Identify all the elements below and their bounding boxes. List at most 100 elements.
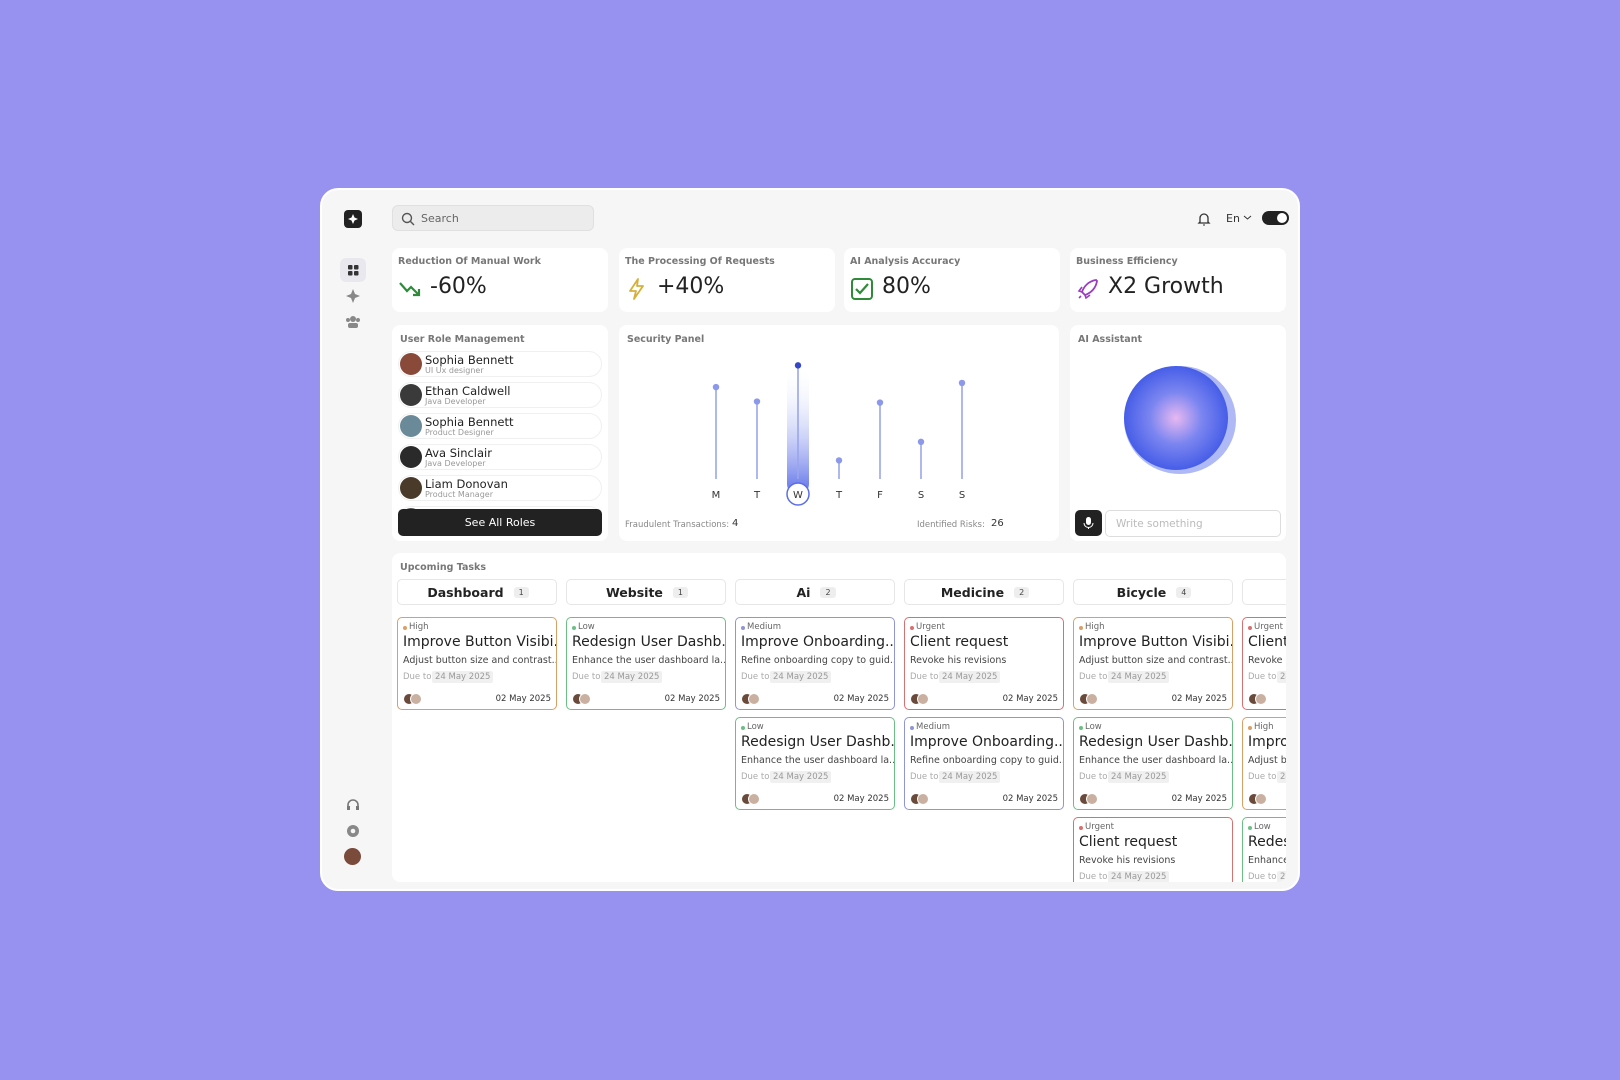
user-role: Java Developer <box>425 459 486 468</box>
task-card[interactable]: Medium Improve Onboarding... Refine onboar… <box>904 717 1064 810</box>
task-card[interactable]: Low Redesign User Dashb... Enhance the use… <box>566 617 726 710</box>
notifications[interactable] <box>1196 211 1212 227</box>
task-card[interactable]: Urgent Client request Revoke his revisions… <box>904 617 1064 710</box>
column-count: 1 <box>672 587 689 598</box>
user-avatar <box>400 446 422 468</box>
column-header: Website 1 <box>566 579 726 605</box>
column-name: Dashboard 1 <box>398 585 558 600</box>
task-title: Redesign User Dashb... <box>741 734 895 750</box>
stat-icon <box>850 277 874 305</box>
due-date: 24 <box>1277 871 1286 882</box>
column-header: P <box>1242 579 1286 605</box>
user-row[interactable]: Sophia Bennett UI Ux designer <box>398 351 602 377</box>
task-description: Revoke his revisions <box>1079 855 1176 866</box>
task-card[interactable]: Urgent Client request Revoke his revisions… <box>1073 817 1233 882</box>
user-name: Liam Donovan <box>425 477 508 491</box>
stat-icon <box>1076 277 1100 305</box>
language-select[interactable]: En <box>1226 212 1240 225</box>
due-date: 24 May 2025 <box>1108 871 1170 882</box>
due-label: Due to <box>1248 672 1277 682</box>
priority: Urgent <box>916 622 945 632</box>
nav-dashboard[interactable] <box>340 258 366 282</box>
user-row[interactable]: Ava Sinclair Java Developer <box>398 444 602 470</box>
day-label: T <box>835 490 843 501</box>
column-count: 2 <box>1014 587 1030 598</box>
due-date: 24 May 2025 <box>939 671 1001 683</box>
day-label: S <box>959 490 965 501</box>
column-title: Ai <box>796 585 811 600</box>
task-card[interactable]: High Improve Button Visibi... Adjust butto… <box>1073 617 1233 710</box>
task-card[interactable]: Medium Improve Onboarding... Refine onboar… <box>735 617 895 710</box>
column-count: 2 <box>820 587 836 598</box>
task-date: 02 May 2025 <box>833 794 889 804</box>
user-row[interactable]: Liam Donovan Product Manager <box>398 475 602 501</box>
user-avatar <box>400 415 422 437</box>
nav-settings[interactable] <box>344 822 362 840</box>
due-date: 24 May 2025 <box>432 671 494 683</box>
user-name: Ethan Caldwell <box>425 384 511 398</box>
task-description: Revoke h <box>1248 655 1286 666</box>
stem-dot <box>958 379 966 387</box>
ai-assistant-panel: AI Assistant Write something <box>1070 325 1286 541</box>
priority-dot <box>741 626 745 630</box>
task-description: Enhance the user dashboard la... <box>572 655 726 666</box>
priority-dot <box>910 626 914 630</box>
panel-title: Security Panel <box>627 334 705 345</box>
panel-title: Upcoming Tasks <box>400 562 486 573</box>
nav-ai[interactable] <box>344 287 362 305</box>
priority: Low <box>747 722 764 732</box>
assignee-avatar <box>748 793 760 805</box>
column-title: Dashboard <box>427 585 504 600</box>
nav-team[interactable] <box>344 313 362 331</box>
chat-input[interactable]: Write something <box>1105 510 1281 537</box>
task-title: Client <box>1248 634 1286 650</box>
risks-label: Identified Risks: <box>917 520 985 530</box>
due-label: Due to <box>572 672 601 682</box>
task-title: Improve Onboarding... <box>741 634 895 650</box>
chat-placeholder: Write something <box>1116 518 1203 530</box>
task-title: Improve Button Visibi... <box>403 634 557 650</box>
assignee-avatar <box>410 693 422 705</box>
search-box[interactable]: Search <box>392 205 594 231</box>
search-placeholder: Search <box>421 212 459 225</box>
user-role: Java Developer <box>425 397 486 406</box>
due-date: 24 <box>1277 671 1286 683</box>
task-card[interactable]: High Improve Button Visibi... Adjust butto… <box>397 617 557 710</box>
user-row[interactable]: Sophia Bennett Product Designer <box>398 413 602 439</box>
stat-icon <box>398 277 422 305</box>
column-title: Bicycle <box>1116 585 1167 600</box>
task-card[interactable]: Low Redesign User Dashb... Enhance the use… <box>735 717 895 810</box>
profile-avatar[interactable] <box>344 848 361 865</box>
user-avatar <box>400 477 422 499</box>
user-name: Sophia Bennett <box>425 353 514 367</box>
task-title: Redes <box>1248 834 1286 850</box>
task-card[interactable]: Low Redesign User Dashb... Enhance the use… <box>1073 717 1233 810</box>
see-all-button[interactable]: See All Roles <box>398 509 602 536</box>
mic-button[interactable] <box>1075 510 1102 536</box>
priority: Low <box>1085 722 1102 732</box>
assignee-avatar <box>1086 793 1098 805</box>
task-title: Improve Button Visibi... <box>1079 634 1233 650</box>
assignee-avatar <box>1086 693 1098 705</box>
due-label: Due to <box>741 672 770 682</box>
theme-toggle[interactable] <box>1262 211 1289 225</box>
column-header: Ai 2 <box>735 579 895 605</box>
due-date: 24 May 2025 <box>770 771 832 783</box>
user-row[interactable]: Ethan Caldwell Java Developer <box>398 382 602 408</box>
priority: High <box>1085 622 1105 632</box>
day-label: M <box>712 490 721 501</box>
task-date: 02 May 2025 <box>1171 794 1227 804</box>
tasks-panel: Upcoming Tasks Dashboard 1 High Improve But… <box>392 553 1286 882</box>
nav-support[interactable] <box>344 796 362 814</box>
due-date: 24 May 2025 <box>1108 671 1170 683</box>
stat-card: AI Analysis Accuracy 80% <box>844 248 1060 312</box>
task-title: Client request <box>910 634 1009 650</box>
priority-dot <box>1248 626 1252 630</box>
priority-dot <box>741 726 745 730</box>
due-label: Due to <box>910 772 939 782</box>
